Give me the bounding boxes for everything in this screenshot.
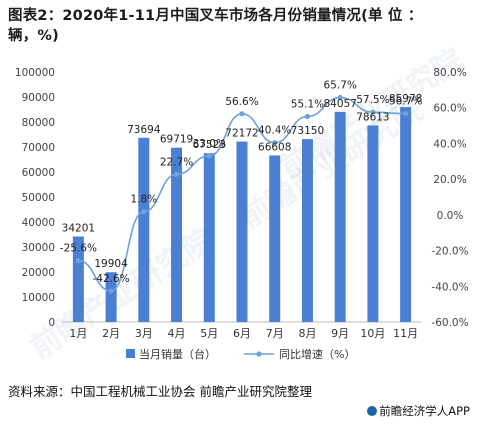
growth-value-label: -42.6% — [93, 273, 130, 285]
growth-point-1 — [75, 257, 81, 264]
x-tick-label: 9月 — [331, 327, 349, 340]
growth-point-8 — [304, 113, 311, 120]
growth-value-label: 65.7% — [324, 80, 357, 92]
growth-value-label: 56.7% — [389, 96, 422, 108]
growth-value-label: -25.6% — [60, 243, 97, 255]
x-tick-label: 6月 — [233, 327, 251, 340]
bar-value-label: 78613 — [356, 111, 389, 123]
bar-value-label: 34201 — [62, 222, 95, 234]
growth-value-label: 56.6% — [225, 96, 258, 108]
y-right-tick-label: 40.0% — [433, 138, 466, 150]
bar-value-label: 66608 — [258, 141, 291, 153]
growth-value-label: 57.5% — [356, 94, 389, 106]
source-note: 资料来源：中国工程机械工业协会 前瞻产业研究院整理 — [8, 384, 312, 399]
bar-10 — [367, 125, 379, 322]
bar-value-label: 73150 — [291, 125, 324, 137]
y-left-tick-label: 100000 — [15, 67, 55, 79]
growth-point-2 — [108, 288, 114, 294]
y-left-tick-label: 70000 — [22, 142, 55, 154]
growth-line — [78, 96, 406, 292]
x-tick-label: 3月 — [135, 327, 153, 340]
bar-4 — [171, 147, 183, 322]
x-tick-label: 1月 — [69, 327, 87, 340]
y-right-tick-label: 80.0% — [433, 67, 466, 79]
bar-3 — [138, 137, 150, 322]
x-tick-label: 11月 — [393, 327, 418, 340]
brand-mark: 前瞻经济学人APP — [367, 403, 470, 419]
growth-value-label: 22.7% — [160, 156, 193, 168]
x-tick-label: 7月 — [266, 327, 284, 340]
x-tick-label: 8月 — [298, 327, 316, 340]
growth-point-3 — [141, 209, 147, 215]
bar-value-label: 73694 — [127, 124, 161, 136]
bar-value-label: 67523 — [193, 139, 226, 151]
bar-11 — [400, 107, 412, 323]
growth-point-7 — [272, 140, 278, 146]
bar-value-label: 19904 — [94, 258, 128, 270]
legend-line-label: 同比增速（%） — [279, 347, 355, 361]
growth-point-4 — [173, 171, 180, 177]
y-left-tick-label: 20000 — [22, 267, 55, 279]
bar-7 — [269, 155, 281, 322]
y-right-tick-label: 60.0% — [433, 103, 466, 115]
y-left-tick-label: 0 — [48, 317, 55, 329]
y-left-tick-label: 50000 — [22, 192, 55, 204]
bar-1 — [72, 236, 84, 322]
brand-text: 前瞻经济学人APP — [379, 404, 470, 418]
x-tick-label: 4月 — [168, 327, 186, 340]
growth-value-label: 40.4% — [258, 125, 291, 137]
y-right-tick-label: -20.0% — [431, 246, 468, 258]
bar-value-label: 84057 — [323, 98, 356, 110]
y-left-tick-label: 80000 — [22, 117, 55, 129]
growth-point-10 — [370, 109, 376, 115]
bar-8 — [301, 139, 313, 322]
bar-6 — [236, 141, 248, 322]
growth-point-9 — [337, 94, 343, 101]
brand-icon — [367, 406, 378, 416]
y-right-tick-label: 0.0% — [437, 210, 464, 222]
y-right-tick-label: -60.0% — [431, 317, 468, 329]
y-right-tick-label: -40.0% — [431, 281, 468, 293]
x-tick-label: 10月 — [360, 327, 385, 340]
bar-value-label: 69719 — [160, 134, 193, 146]
legend-bar-label: 当月销量（台） — [139, 347, 216, 361]
legend-bar-swatch — [126, 349, 135, 358]
x-tick-label: 2月 — [102, 327, 120, 340]
y-left-tick-label: 30000 — [22, 242, 55, 254]
bar-9 — [334, 111, 346, 322]
growth-value-label: 1.8% — [130, 194, 157, 206]
y-left-tick-label: 10000 — [22, 292, 55, 304]
y-left-tick-label: 90000 — [22, 92, 55, 104]
bar-5 — [203, 153, 215, 322]
growth-point-11 — [403, 111, 409, 117]
title-line-1: 图表2：2020年1-11月中国叉车市场各月份销量情况(单 位 ： — [8, 8, 423, 24]
chart-title: 图表2：2020年1-11月中国叉车市场各月份销量情况(单 位 ： 辆，%) — [8, 6, 476, 46]
y-left-tick-label: 40000 — [22, 217, 55, 229]
y-right-tick-label: 20.0% — [433, 174, 466, 186]
legend-line-marker — [256, 351, 262, 357]
bar-value-label: 72172 — [225, 128, 258, 140]
growth-point-6 — [239, 111, 245, 117]
title-line-2: 辆，%) — [8, 28, 59, 44]
bar-2 — [105, 272, 117, 322]
growth-point-5 — [206, 153, 212, 159]
growth-value-label: 33.0% — [193, 138, 226, 150]
x-tick-label: 5月 — [200, 327, 218, 340]
y-left-tick-label: 60000 — [22, 167, 55, 179]
bar-value-label: 85978 — [389, 93, 422, 105]
growth-value-label: 55.1% — [291, 98, 324, 110]
